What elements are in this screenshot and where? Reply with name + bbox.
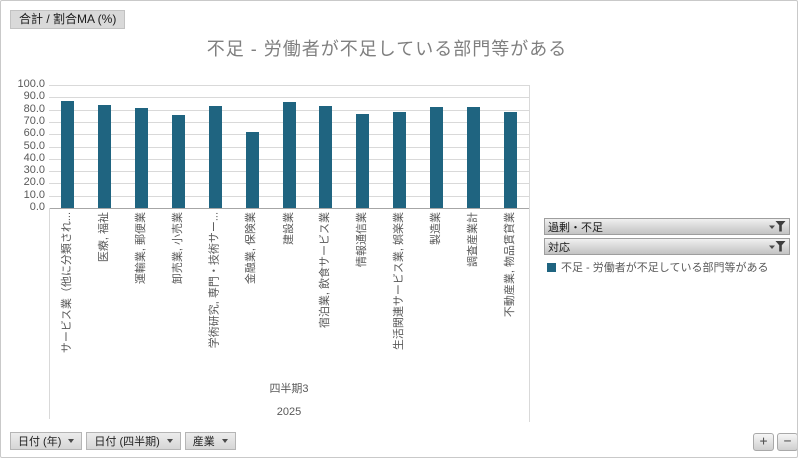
bar-11[interactable] — [467, 106, 481, 208]
filter-label-excess-shortage: 過剰・不足 — [548, 221, 603, 234]
y-tick-label: 100.0 — [17, 78, 45, 90]
label-area-left-border — [49, 208, 50, 419]
bar-2[interactable] — [134, 107, 148, 208]
y-tick-label: 80.0 — [23, 102, 45, 115]
y-tick-label: 60.0 — [23, 127, 45, 140]
field-button-date-year[interactable]: 日付 (年) — [10, 432, 83, 450]
y-tick-label: 70.0 — [23, 114, 45, 127]
bar-9[interactable] — [393, 111, 407, 208]
bar-5[interactable] — [245, 131, 259, 208]
pivot-field-button-row: 日付 (年) 日付 (四半期) 産業 — [10, 432, 236, 450]
filter-dropdown-excess-shortage[interactable]: 過剰・不足 — [544, 218, 790, 235]
y-tick-label: 20.0 — [23, 176, 45, 189]
bar-12[interactable] — [504, 111, 518, 208]
y-tick-label: 0.0 — [29, 201, 45, 213]
bar-4[interactable] — [208, 105, 222, 208]
legend: 不足 - 労働者が不足している部門等がある — [547, 259, 768, 275]
bar-6[interactable] — [282, 102, 296, 208]
field-button-date-quarter[interactable]: 日付 (四半期) — [86, 432, 181, 450]
y-tick-label: 40.0 — [23, 151, 45, 164]
field-button-industry[interactable]: 産業 — [184, 432, 236, 450]
collapse-field-button[interactable]: − — [777, 433, 797, 451]
y-tick-label: 90.0 — [23, 90, 45, 103]
x-axis-line — [49, 208, 529, 209]
legend-label: 不足 - 労働者が不足している部門等がある — [561, 262, 769, 274]
chevron-down-icon — [166, 439, 173, 443]
filter-funnel-icon[interactable] — [769, 221, 786, 232]
field-button-label: 日付 (四半期) — [94, 436, 160, 448]
bar-7[interactable] — [319, 105, 333, 208]
bar-8[interactable] — [356, 113, 370, 208]
chevron-down-icon — [68, 439, 75, 443]
filter-dropdown-response[interactable]: 対応 — [544, 238, 790, 255]
filter-funnel-icon[interactable] — [769, 241, 786, 252]
bar-3[interactable] — [171, 115, 185, 208]
pivot-value-field-button[interactable]: 合計 / 割合MA (%) — [10, 10, 126, 29]
y-tick-label: 50.0 — [23, 139, 45, 152]
expand-field-button[interactable]: + — [753, 433, 774, 451]
bar-1[interactable] — [97, 104, 111, 208]
plot-area — [49, 85, 529, 209]
field-button-label: 日付 (年) — [18, 436, 62, 448]
plot-right-border — [529, 85, 530, 422]
field-button-label: 産業 — [192, 436, 215, 448]
chart-title: 不足 - 労働者が不足している部門等がある — [206, 39, 568, 59]
chevron-down-icon — [221, 439, 228, 443]
y-tick-label: 30.0 — [23, 164, 45, 177]
gridline — [49, 85, 529, 86]
y-axis: 0.0 10.0 20.0 30.0 40.0 50.0 60.0 70.0 80.0 90.0 1… — [1, 1, 45, 221]
gridline — [49, 97, 529, 99]
bar-0[interactable] — [60, 101, 74, 208]
year-label: 2025 — [276, 406, 302, 418]
filter-label-response: 対応 — [548, 241, 570, 254]
bar-10[interactable] — [430, 107, 444, 208]
quarter-label: 四半期3 — [269, 383, 309, 395]
legend-swatch — [547, 262, 556, 272]
y-tick-label: 10.0 — [23, 188, 45, 201]
